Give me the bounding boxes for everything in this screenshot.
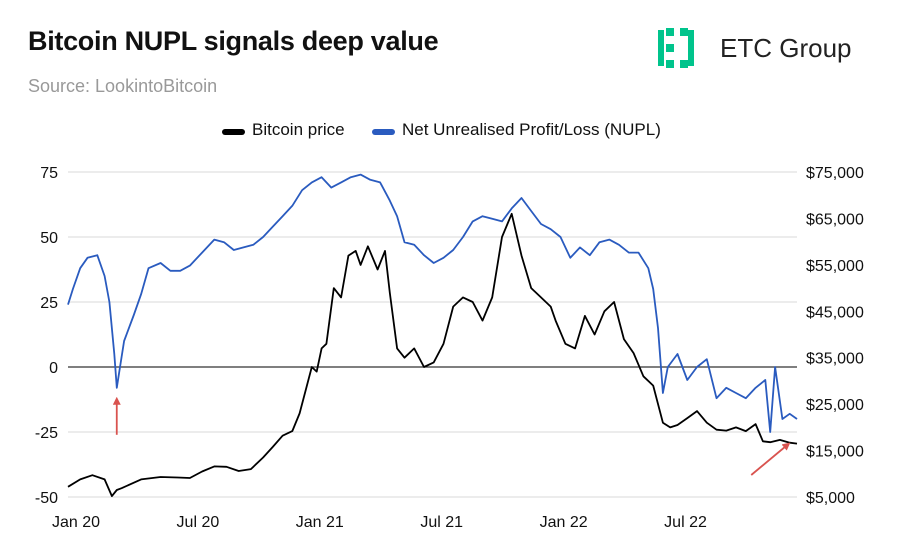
- y-left-tick-label: -25: [35, 425, 58, 442]
- logo-block-3: [666, 60, 674, 68]
- y-right-tick-label: $75,000: [806, 165, 864, 182]
- y-left-tick-label: 0: [49, 360, 58, 377]
- x-tick-label: Jan 20: [52, 514, 100, 531]
- y-right-tick-label: $45,000: [806, 304, 864, 321]
- y-right-tick-label: $55,000: [806, 258, 864, 275]
- legend-swatch-bitcoin-price: [222, 129, 245, 135]
- y-right-tick-label: $65,000: [806, 211, 864, 228]
- y-right-tick-label: $25,000: [806, 397, 864, 414]
- y-right-tick-label: $5,000: [806, 490, 855, 507]
- chart-title: Bitcoin NUPL signals deep value: [28, 26, 439, 56]
- annotation-arrow-2: [750, 442, 791, 476]
- legend-label-bitcoin-price: Bitcoin price: [252, 120, 345, 139]
- x-tick-label: Jul 20: [177, 514, 220, 531]
- logo-text: ETC Group: [720, 33, 852, 63]
- etc-logo-icon: [658, 28, 694, 68]
- y-right-tick-label: $15,000: [806, 444, 864, 461]
- series-line-nupl: [67, 173, 798, 433]
- legend-swatch-nupl: [372, 129, 395, 135]
- y-left-tick-label: 75: [40, 165, 58, 182]
- x-tick-label: Jul 22: [664, 514, 707, 531]
- legend-label-nupl: Net Unrealised Profit/Loss (NUPL): [402, 120, 661, 139]
- chart-legend: Bitcoin price Net Unrealised Profit/Loss…: [0, 120, 900, 144]
- logo-block-6: [688, 30, 694, 66]
- y-left-tick-label: -50: [35, 490, 58, 507]
- etc-group-logo: ETC Group: [658, 24, 878, 72]
- logo-block-0: [658, 30, 664, 66]
- y-right-tick-label: $35,000: [806, 351, 864, 368]
- logo-block-4: [680, 28, 688, 36]
- logo-block-2: [666, 44, 674, 52]
- y-left-tick-label: 25: [40, 295, 58, 312]
- x-tick-label: Jan 22: [540, 514, 588, 531]
- legend-item-bitcoin-price: Bitcoin price: [222, 120, 345, 140]
- legend-item-nupl: Net Unrealised Profit/Loss (NUPL): [372, 120, 661, 140]
- logo-block-5: [680, 60, 688, 68]
- x-tick-label: Jan 21: [296, 514, 344, 531]
- series-line-bitcoin-price: [67, 212, 798, 497]
- chart-source: Source: LookintoBitcoin: [28, 76, 218, 96]
- y-left-tick-label: 50: [40, 230, 58, 247]
- logo-block-1: [666, 28, 674, 36]
- x-tick-label: Jul 21: [420, 514, 463, 531]
